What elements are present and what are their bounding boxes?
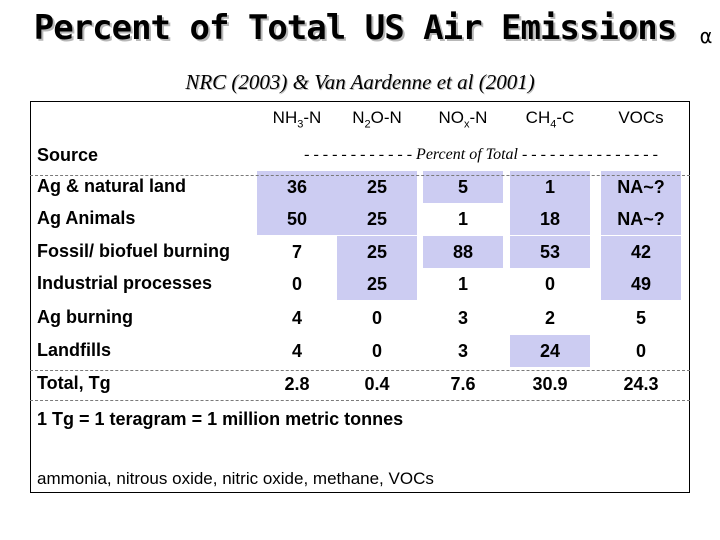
column-header-subscript: 3	[297, 118, 304, 131]
table-cell: 36	[257, 171, 337, 203]
unit-note: 1 Tg = 1 teragram = 1 million metric ton…	[37, 409, 404, 429]
table-cell: 25	[337, 203, 417, 235]
total-cell: 2.8	[284, 374, 310, 394]
total-cell: 30.9	[532, 374, 568, 394]
column-header-base: NH	[272, 108, 298, 127]
column-header: VOCs	[601, 108, 681, 128]
total-cell: 0.4	[364, 374, 390, 394]
column-header: CH4-C	[510, 108, 590, 130]
column-header-subscript: 2	[364, 118, 371, 131]
unit-label: - - - - - - - - - - - - Percent of Total…	[304, 146, 658, 163]
table-cell: 0	[635, 341, 646, 361]
species-names: ammonia, nitrous oxide, nitric oxide, me…	[37, 469, 434, 488]
table-cell: 1	[457, 209, 468, 229]
column-header-base: NO	[438, 108, 465, 127]
table-cell: 3	[457, 308, 468, 328]
table-cell: 0	[371, 341, 382, 361]
table-cell: 0	[544, 274, 555, 294]
row-source-label: Landfills	[37, 340, 112, 360]
row-source-label: Industrial processes	[37, 273, 213, 293]
table-cell: 25	[337, 236, 417, 268]
table-cell: 42	[601, 236, 681, 268]
column-header-suffix: O-N	[370, 108, 402, 127]
table-cell: NA~?	[601, 203, 681, 235]
row-source-label: Fossil/ biofuel burning	[37, 241, 230, 261]
total-row-label: Total, Tg	[37, 373, 111, 393]
table-cell: 25	[337, 171, 417, 203]
total-cell: 7.6	[450, 374, 476, 394]
table-cell: 25	[337, 268, 417, 300]
row-source-label: Ag Animals	[37, 208, 136, 228]
total-divider-bottom	[30, 400, 690, 401]
table-cell: 5	[635, 308, 646, 328]
column-header: N2O-N	[337, 108, 417, 130]
table-cell: 7	[291, 242, 302, 262]
table-cell: 3	[457, 341, 468, 361]
table-cell: 0	[291, 274, 302, 294]
header-divider	[30, 175, 690, 176]
table-cell: 50	[257, 203, 337, 235]
column-header-suffix: -N	[469, 108, 488, 127]
total-divider-top	[30, 370, 690, 371]
table-cell: 24	[510, 335, 590, 367]
table-cell: 18	[510, 203, 590, 235]
table-cell: 4	[291, 308, 302, 328]
column-header: NH3-N	[257, 108, 337, 130]
row-source-label: Ag burning	[37, 307, 133, 327]
table-cell: 1	[510, 171, 590, 203]
emissions-table-frame	[30, 101, 690, 493]
page-subtitle: NRC (2003) & Van Aardenne et al (2001)	[185, 70, 535, 94]
column-header-base: VOCs	[618, 108, 664, 127]
column-header: NOx-N	[423, 108, 503, 130]
table-cell: 5	[423, 171, 503, 203]
table-cell: 2	[544, 308, 555, 328]
column-header-base: N	[352, 108, 365, 127]
table-cell: 4	[291, 341, 302, 361]
total-cell: 24.3	[623, 374, 659, 394]
column-header-subscript: x	[464, 118, 470, 131]
title-trailing-glyph: α	[700, 24, 713, 48]
row-source-label: Ag & natural land	[37, 176, 187, 196]
table-cell: 88	[423, 236, 503, 268]
column-header-subscript: 4	[550, 118, 557, 131]
table-cell: 0	[371, 308, 382, 328]
table-cell: NA~?	[601, 171, 681, 203]
column-header-suffix: -N	[303, 108, 322, 127]
column-header-suffix: -C	[556, 108, 575, 127]
page-title: Percent of Total US Air Emissions	[33, 8, 678, 48]
table-cell: 53	[510, 236, 590, 268]
table-cell: 49	[601, 268, 681, 300]
table-cell: 1	[457, 274, 468, 294]
source-column-label: Source	[37, 145, 99, 165]
column-header-base: CH	[525, 108, 551, 127]
